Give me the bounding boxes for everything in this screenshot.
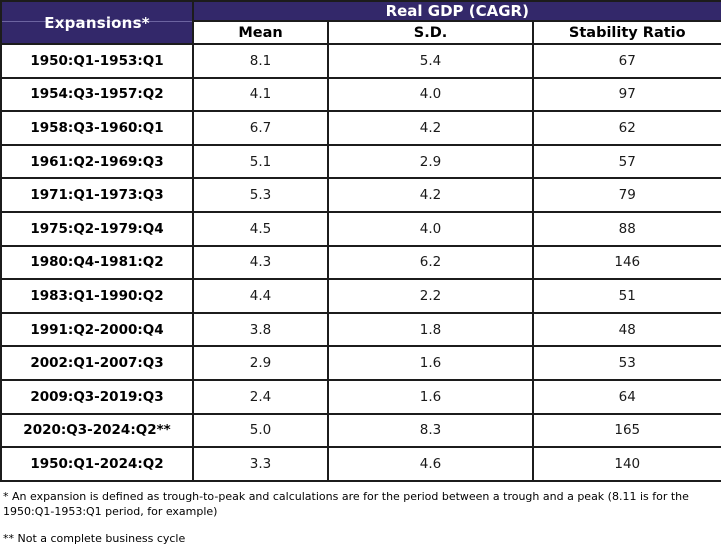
column-header-mean: Mean bbox=[192, 20, 329, 45]
row-sd: 8.3 bbox=[327, 412, 534, 449]
row-period: 1950:Q1-2024:Q2 bbox=[0, 446, 194, 482]
footnotes: * An expansion is defined as trough-to-p… bbox=[0, 482, 721, 546]
table-row: 1975:Q2-1979:Q4 4.5 4.0 88 bbox=[0, 210, 721, 247]
row-mean: 2.9 bbox=[192, 345, 329, 381]
row-sd: 1.6 bbox=[327, 378, 534, 415]
row-period: 1961:Q2-1969:Q3 bbox=[0, 143, 194, 180]
column-header-stability-ratio: Stability Ratio bbox=[531, 20, 721, 45]
expansions-column-header: Expansions* bbox=[0, 0, 194, 45]
row-mean: 4.4 bbox=[192, 278, 329, 314]
row-mean: 4.3 bbox=[192, 244, 329, 281]
row-sd: 5.4 bbox=[327, 43, 534, 79]
table-row: 1961:Q2-1969:Q3 5.1 2.9 57 bbox=[0, 143, 721, 180]
row-mean: 5.1 bbox=[192, 143, 329, 180]
row-sd: 2.9 bbox=[327, 143, 534, 180]
table-row: 2020:Q3-2024:Q2** 5.0 8.3 165 bbox=[0, 412, 721, 449]
row-stability-ratio: 79 bbox=[531, 177, 721, 213]
table-row: 1950:Q1-2024:Q2 3.3 4.6 140 bbox=[0, 446, 721, 482]
row-period: 2002:Q1-2007:Q3 bbox=[0, 345, 194, 381]
row-period: 1950:Q1-1953:Q1 bbox=[0, 43, 194, 79]
row-stability-ratio: 57 bbox=[531, 143, 721, 180]
table-row: 1983:Q1-1990:Q2 4.4 2.2 51 bbox=[0, 278, 721, 314]
row-period: 1980:Q4-1981:Q2 bbox=[0, 244, 194, 281]
row-period: 1958:Q3-1960:Q1 bbox=[0, 110, 194, 146]
column-header-sd: S.D. bbox=[327, 20, 534, 45]
row-mean: 3.8 bbox=[192, 311, 329, 348]
table-row: 2002:Q1-2007:Q3 2.9 1.6 53 bbox=[0, 345, 721, 381]
row-mean: 5.3 bbox=[192, 177, 329, 213]
row-period: 1983:Q1-1990:Q2 bbox=[0, 278, 194, 314]
row-stability-ratio: 146 bbox=[531, 244, 721, 281]
row-mean: 4.5 bbox=[192, 210, 329, 247]
table-row: 1991:Q2-2000:Q4 3.8 1.8 48 bbox=[0, 311, 721, 348]
row-stability-ratio: 48 bbox=[531, 311, 721, 348]
row-mean: 6.7 bbox=[192, 110, 329, 146]
row-sd: 1.8 bbox=[327, 311, 534, 348]
table-body: 1950:Q1-1953:Q1 8.1 5.4 67 1954:Q3-1957:… bbox=[0, 43, 721, 482]
column-header-row: Mean S.D. Stability Ratio bbox=[1, 20, 721, 45]
real-gdp-group-header: Real GDP (CAGR) bbox=[191, 0, 721, 22]
row-sd: 1.6 bbox=[327, 345, 534, 381]
group-header-row: Expansions* Real GDP (CAGR) bbox=[0, 0, 721, 45]
row-sd: 4.0 bbox=[327, 76, 534, 113]
row-period: 1954:Q3-1957:Q2 bbox=[0, 76, 194, 113]
row-period: 1971:Q1-1973:Q3 bbox=[0, 177, 194, 213]
row-stability-ratio: 64 bbox=[531, 378, 721, 415]
row-sd: 4.2 bbox=[327, 177, 534, 213]
row-period: 2020:Q3-2024:Q2** bbox=[0, 412, 194, 449]
table-row: 1950:Q1-1953:Q1 8.1 5.4 67 bbox=[0, 43, 721, 79]
row-sd: 4.0 bbox=[327, 210, 534, 247]
table-row: 2009:Q3-2019:Q3 2.4 1.6 64 bbox=[0, 378, 721, 415]
footnote-incomplete-cycle: ** Not a complete business cycle bbox=[3, 531, 186, 545]
row-period: 1975:Q2-1979:Q4 bbox=[0, 210, 194, 247]
table-row: 1958:Q3-1960:Q1 6.7 4.2 62 bbox=[0, 110, 721, 146]
gdp-expansions-table: Expansions* Real GDP (CAGR) Mean S.D. St… bbox=[0, 0, 721, 482]
row-stability-ratio: 62 bbox=[531, 110, 721, 146]
row-sd: 6.2 bbox=[327, 244, 534, 281]
table-row: 1954:Q3-1957:Q2 4.1 4.0 97 bbox=[0, 76, 721, 113]
row-period: 1991:Q2-2000:Q4 bbox=[0, 311, 194, 348]
row-sd: 4.2 bbox=[327, 110, 534, 146]
row-mean: 5.0 bbox=[192, 412, 329, 449]
row-stability-ratio: 88 bbox=[531, 210, 721, 247]
row-stability-ratio: 67 bbox=[531, 43, 721, 79]
row-stability-ratio: 165 bbox=[531, 412, 721, 449]
row-sd: 4.6 bbox=[327, 446, 534, 482]
row-mean: 3.3 bbox=[192, 446, 329, 482]
row-mean: 2.4 bbox=[192, 378, 329, 415]
row-mean: 4.1 bbox=[192, 76, 329, 113]
row-stability-ratio: 140 bbox=[531, 446, 721, 482]
row-stability-ratio: 97 bbox=[531, 76, 721, 113]
row-mean: 8.1 bbox=[192, 43, 329, 79]
row-sd: 2.2 bbox=[327, 278, 534, 314]
row-period: 2009:Q3-2019:Q3 bbox=[0, 378, 194, 415]
row-stability-ratio: 53 bbox=[531, 345, 721, 381]
footnote-expansion-definition: * An expansion is defined as trough-to-p… bbox=[3, 489, 689, 519]
table-row: 1980:Q4-1981:Q2 4.3 6.2 146 bbox=[0, 244, 721, 281]
row-stability-ratio: 51 bbox=[531, 278, 721, 314]
table-row: 1971:Q1-1973:Q3 5.3 4.2 79 bbox=[0, 177, 721, 213]
